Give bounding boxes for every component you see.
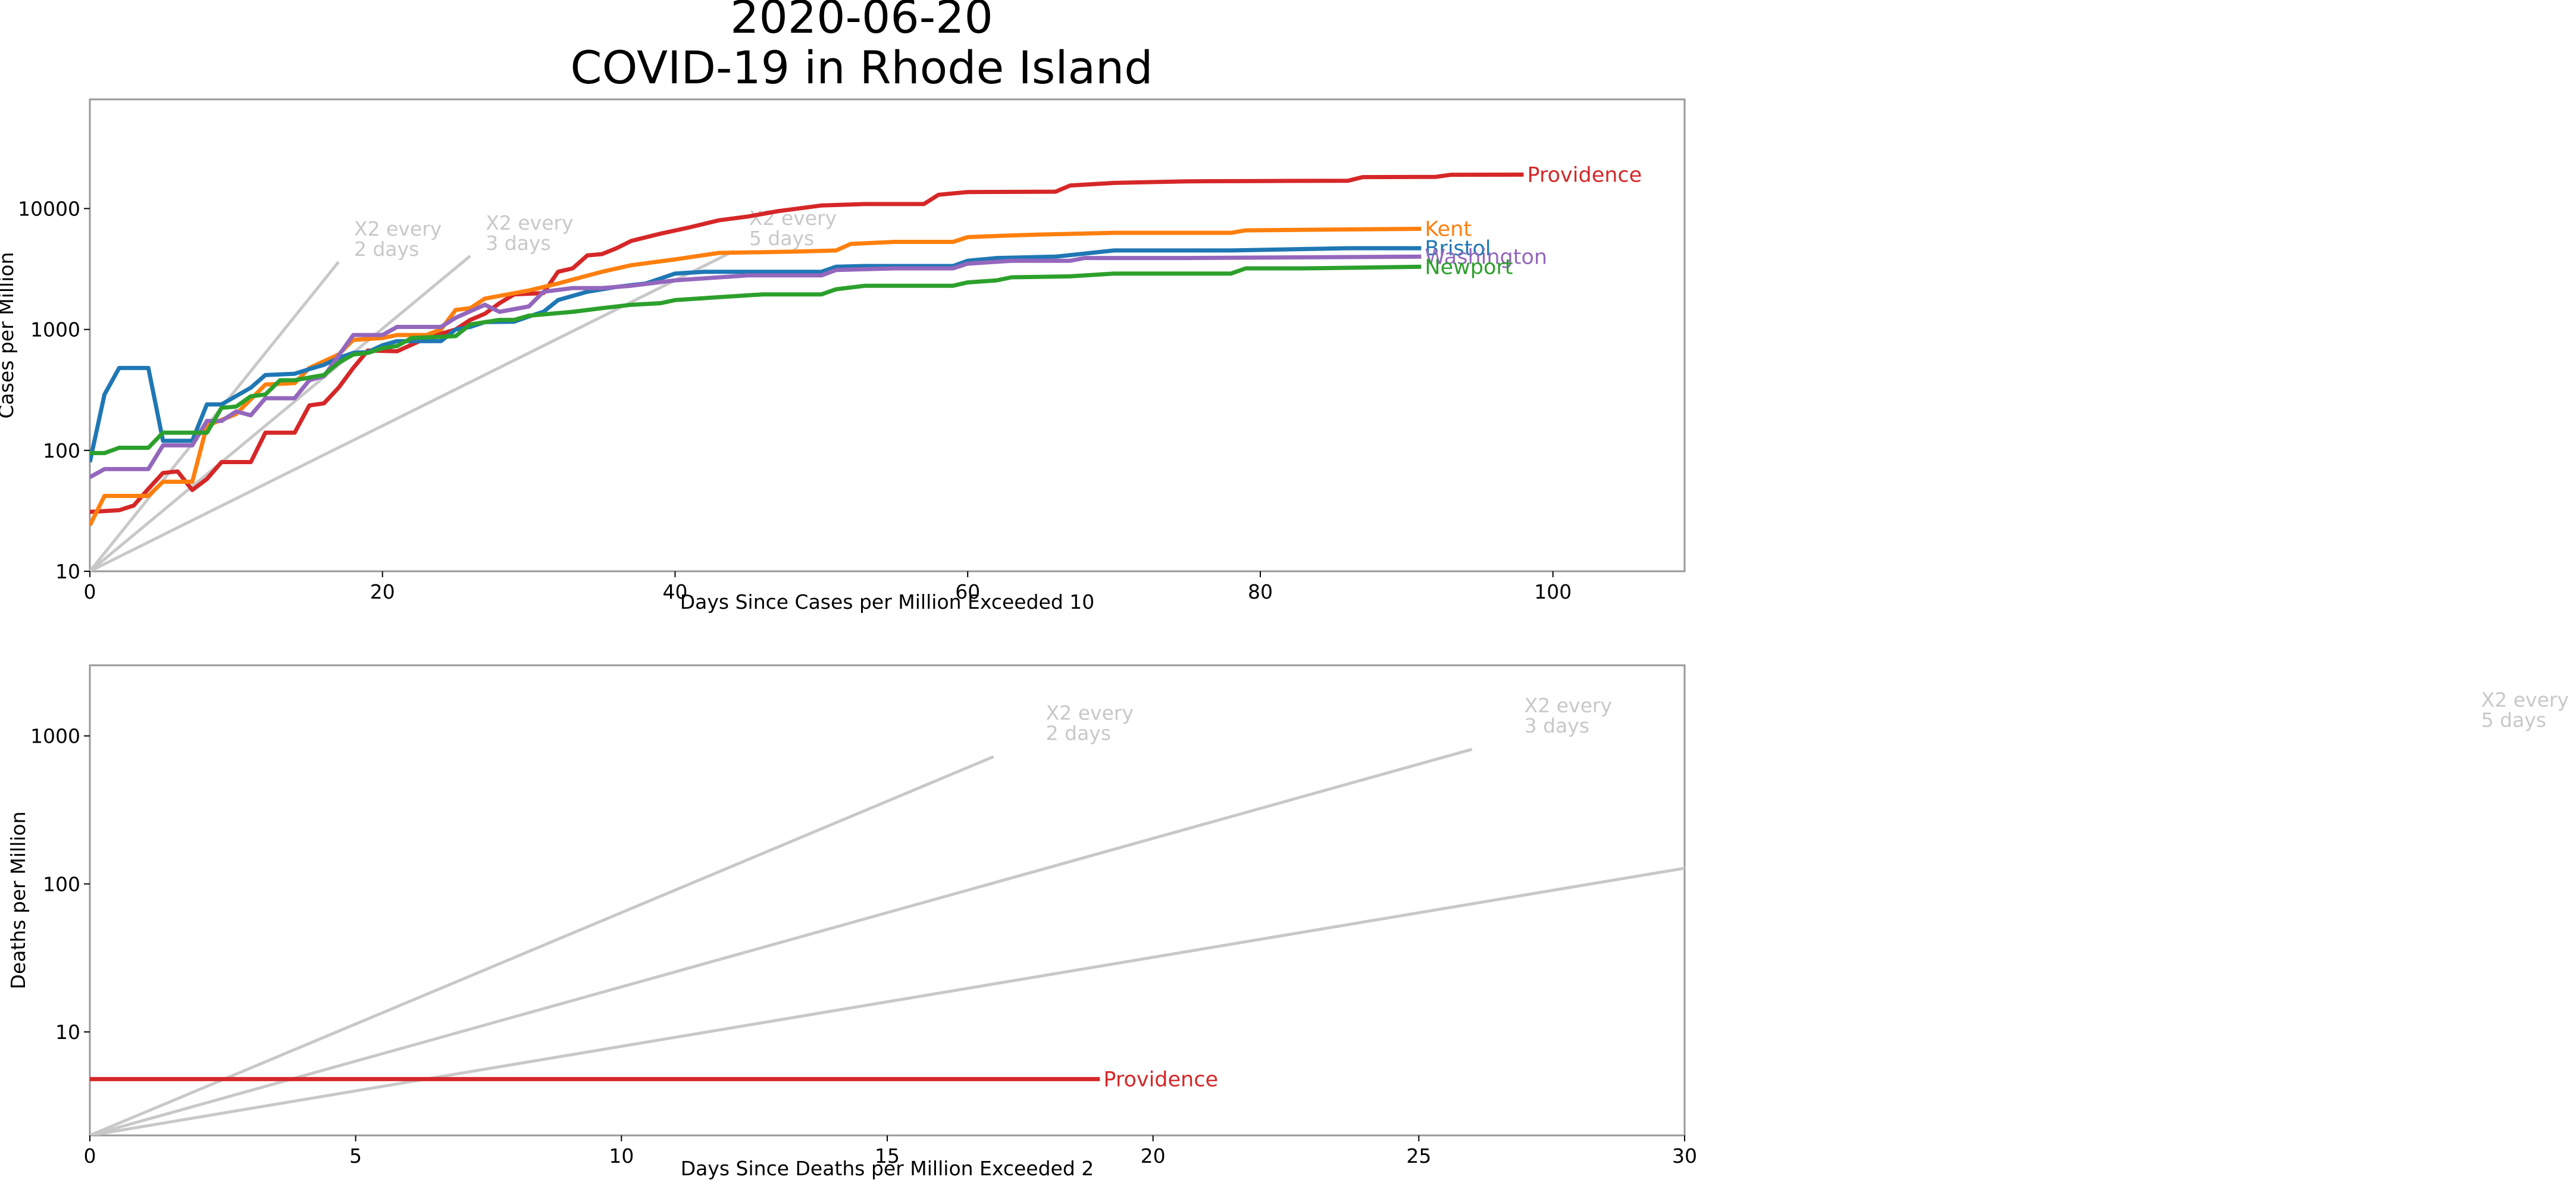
cases-ytick-label: 10 [55, 560, 80, 583]
deaths-series-label-providence: Providence [1103, 1068, 1218, 1091]
cases-plot-frame [89, 98, 1686, 572]
cases-x-axis-label: Days Since Cases per Million Exceeded 10 [680, 590, 1095, 614]
cases-doubling-line [90, 249, 734, 571]
cases-doubling-label: X2 every [486, 211, 573, 234]
deaths-x-axis-label: Days Since Deaths per Million Exceeded 2 [681, 1157, 1094, 1180]
cases-doubling-label: 3 days [486, 231, 550, 255]
cases-doubling-label: X2 every [354, 217, 442, 240]
deaths-doubling-label: 5 days [2481, 709, 2546, 732]
deaths-ytick-label: 10 [55, 1021, 80, 1044]
deaths-doubling-label: 2 days [1046, 722, 1111, 745]
deaths-doubling-line [90, 747, 1473, 1135]
deaths-per-million-chart: 0 5 10 15 20 25 30 10 100 1000 Days Since Deaths p… [7, 664, 2569, 1180]
figure-title-main: COVID-19 in Rhode Island [571, 41, 1153, 94]
deaths-doubling-label: 3 days [1525, 714, 1589, 737]
deaths-doubling-line [90, 866, 1685, 1135]
cases-ytick-label: 10000 [18, 197, 80, 220]
deaths-xtick-label: 20 [1141, 1144, 1166, 1168]
deaths-xtick-label: 15 [875, 1144, 900, 1168]
deaths-ytick-label: 1000 [30, 725, 80, 748]
cases-xtick-label: 40 [662, 580, 687, 603]
deaths-doubling-label: X2 every [2481, 688, 2569, 712]
cases-y-axis-label: Cases per Million [0, 252, 18, 418]
deaths-ytick-label: 100 [43, 872, 80, 896]
cases-series-label-providence: Providence [1528, 163, 1642, 187]
cases-ytick-label: 100 [43, 439, 80, 462]
cases-xtick-label: 0 [84, 580, 96, 603]
cases-series-line-providence [90, 172, 1524, 514]
cases-series-label-kent: Kent [1425, 218, 1472, 242]
cases-xtick-label: 100 [1534, 580, 1572, 603]
figure-title-date: 2020-06-20 [730, 0, 993, 43]
deaths-doubling-label: X2 every [1525, 694, 1612, 717]
deaths-xtick-label: 10 [609, 1144, 634, 1168]
deaths-doubling-line [90, 755, 994, 1135]
deaths-xtick-label: 30 [1672, 1144, 1697, 1168]
cases-doubling-label: 5 days [749, 227, 814, 250]
cases-series-label-bristol: Bristol [1425, 237, 1491, 261]
deaths-xtick-label: 0 [84, 1144, 96, 1168]
cases-ytick-label: 1000 [30, 318, 80, 342]
cases-series-line-newport [90, 264, 1422, 455]
cases-xtick-label: 60 [955, 580, 980, 603]
cases-series-label-newport: Newport [1425, 255, 1513, 279]
cases-doubling-label: 2 days [354, 237, 419, 261]
cases-xtick-label: 80 [1248, 580, 1273, 603]
deaths-y-axis-label: Deaths per Million [7, 811, 30, 989]
cases-doubling-line [90, 255, 471, 571]
cases-series-line-washington [90, 254, 1422, 479]
deaths-plot-frame [89, 664, 1686, 1137]
cases-xtick-label: 20 [370, 580, 395, 603]
deaths-xtick-label: 25 [1406, 1144, 1431, 1168]
cases-series-label-washington: Washington [1425, 245, 1547, 269]
cases-series-line-bristol [90, 246, 1422, 463]
deaths-xtick-label: 5 [349, 1144, 362, 1168]
deaths-doubling-label: X2 every [1046, 702, 1134, 725]
cases-per-million-chart: 0 20 40 60 80 100 10 100 1000 10000 Days Since Cas… [0, 98, 1686, 614]
